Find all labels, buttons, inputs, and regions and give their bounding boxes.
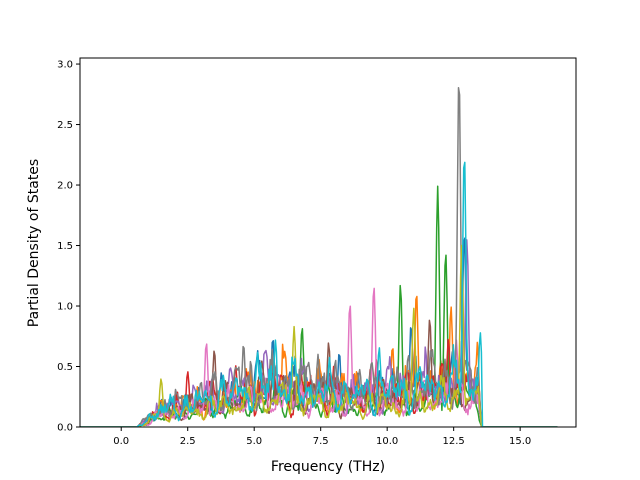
- y-tick-label: 3.0: [57, 60, 73, 71]
- y-tick-label: 0.0: [57, 423, 73, 434]
- y-axis-ticks: 0.0 0.5 1.0 1.5 2.0 2.5 3.0: [57, 60, 80, 434]
- x-tick-label: 2.5: [180, 436, 196, 447]
- plot-frame: [79, 57, 577, 428]
- y-tick-label: 2.5: [57, 120, 73, 131]
- x-tick-label: 0.0: [113, 436, 129, 447]
- y-tick-label: 1.5: [57, 241, 73, 252]
- series-layer: [80, 87, 558, 427]
- y-axis-label: Partial Density of States: [26, 159, 42, 327]
- x-tick-label: 7.5: [313, 436, 329, 447]
- y-tick-label: 1.0: [57, 302, 73, 313]
- x-tick-label: 15.0: [509, 436, 531, 447]
- y-tick-label: 0.5: [57, 362, 73, 373]
- y-tick-label: 2.0: [57, 181, 73, 192]
- x-tick-label: 10.0: [376, 436, 398, 447]
- x-axis-ticks: 0.0 2.5 5.0 7.5 10.0 12.5 15.0: [113, 427, 531, 447]
- x-tick-label: 5.0: [246, 436, 262, 447]
- series-line: [80, 161, 558, 427]
- x-axis-label: Frequency (THz): [271, 459, 385, 475]
- x-tick-label: 12.5: [443, 436, 465, 447]
